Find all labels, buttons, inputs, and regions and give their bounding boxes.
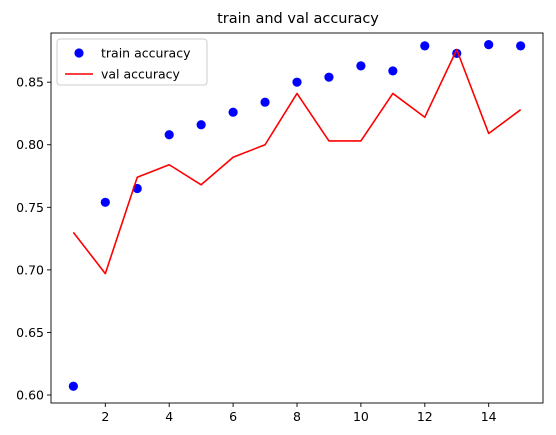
x-tick-label: 10 [353, 409, 369, 424]
train-accuracy-point [388, 66, 398, 76]
train-accuracy-point [260, 97, 270, 107]
legend: train accuracy val accuracy [56, 38, 208, 86]
y-tick-label: 0.85 [16, 75, 44, 90]
x-tick-label: 6 [229, 409, 237, 424]
train-accuracy-point [196, 120, 206, 130]
x-tick-label: 4 [165, 409, 173, 424]
legend-label: train accuracy [101, 46, 191, 61]
train-accuracy-point [292, 77, 302, 87]
train-accuracy-point [164, 130, 174, 140]
train-accuracy-point [68, 381, 78, 391]
y-tick-label: 0.70 [16, 262, 44, 277]
legend-box [56, 38, 208, 86]
x-tick-label: 8 [293, 409, 301, 424]
legend-swatch-train-accuracy [74, 48, 84, 58]
train-accuracy-point [100, 197, 110, 207]
chart-title: train and val accuracy [217, 11, 379, 27]
train-accuracy-point [516, 41, 526, 51]
y-tick-label: 0.80 [16, 137, 44, 152]
y-tick-label: 0.60 [16, 387, 44, 402]
y-tick-label: 0.65 [16, 325, 44, 340]
train-accuracy-point [324, 72, 334, 82]
x-tick-label: 14 [481, 409, 497, 424]
val-accuracy-line [72, 48, 522, 275]
plot-area: 2 4 6 8 10 12 14 0.60 0.65 0.70 0.75 0.80 0.85 [16, 32, 544, 424]
train-accuracy-point [228, 107, 238, 117]
train-accuracy-point [484, 40, 494, 50]
x-tick-label: 2 [101, 409, 109, 424]
legend-label: val accuracy [101, 67, 181, 82]
train-accuracy-point [356, 61, 366, 71]
train-accuracy-point [420, 41, 430, 51]
x-tick-label: 12 [417, 409, 433, 424]
y-tick-label: 0.75 [16, 200, 44, 215]
